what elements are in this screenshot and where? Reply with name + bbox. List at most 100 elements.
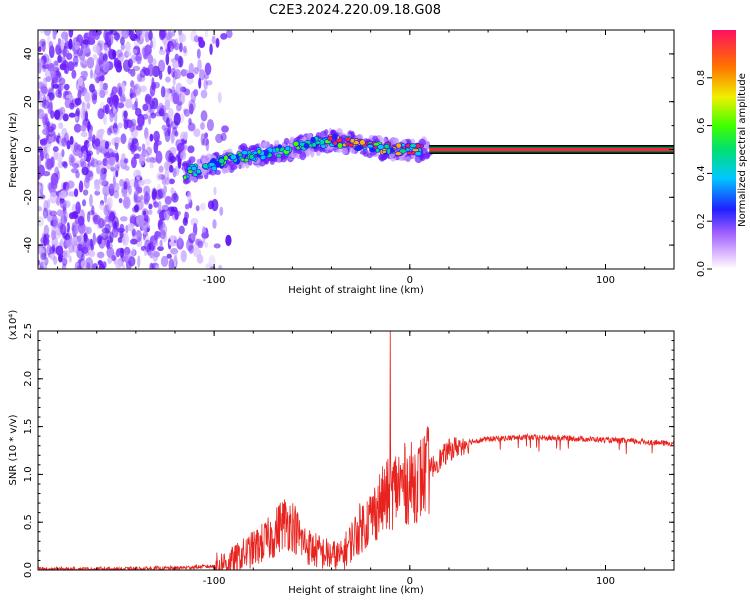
noise-blob [172,61,180,68]
noise-blob [104,192,108,204]
noise-blob [59,63,67,71]
noise-blob [170,187,175,195]
y-tick-label: 20 [23,95,34,108]
noise-blob [54,166,59,178]
noise-blob [43,146,48,160]
noise-blob [49,246,55,254]
noise-blob [166,253,172,259]
noise-blob [172,92,180,105]
ridge-blob [332,133,338,140]
noise-blob [121,233,130,246]
noise-blob [41,63,50,70]
noise-blob [52,75,57,82]
noise-blob [123,188,127,200]
noise-blob [106,247,115,258]
noise-blob [61,161,68,167]
noise-blob [153,141,159,154]
noise-blob [140,194,144,201]
noise-blob [164,47,172,53]
noise-blob [170,206,178,213]
noise-blob [50,230,57,241]
noise-blob [39,261,44,269]
noise-blob [84,238,92,252]
noise-blob [50,220,54,227]
noise-blob [52,30,57,40]
noise-blob [135,124,143,131]
noise-blob [66,52,73,61]
noise-blob [181,92,186,104]
noise-blob [145,135,151,147]
noise-blob [164,195,172,205]
noise-blob [217,91,222,104]
noise-blob [153,130,160,142]
noise-blob [133,38,140,47]
noise-blob [109,113,114,123]
noise-blob [63,83,70,91]
noise-blob [55,195,61,206]
noise-blob [139,68,146,78]
noise-blob [178,225,185,235]
noise-blob [116,160,123,168]
noise-blob [177,30,183,36]
noise-blob [104,223,111,235]
ridge-blob [310,136,316,143]
noise-blob [187,145,195,154]
noise-blob [174,69,182,80]
noise-blob [160,255,169,267]
noise-blob [75,171,80,179]
noise-blob [190,217,199,227]
noise-blob [38,216,45,227]
noise-blob [44,30,51,36]
noise-blob [80,124,87,132]
noise-blob [58,122,64,130]
noise-blob [148,30,153,41]
noise-blob [80,161,87,169]
noise-blob [169,235,177,241]
noise-blob [75,107,81,117]
noise-blob [83,250,90,257]
noise-blob [109,92,116,98]
noise-blob [58,253,63,263]
noise-blob [38,134,41,141]
noise-blob [98,145,103,153]
noise-blob [201,232,210,239]
noise-blob [115,49,123,58]
x-tick-label: 100 [596,576,615,587]
spectrogram-y-label: Frequency (Hz) [8,112,19,188]
ridge-blob [332,140,338,146]
noise-blob [193,128,201,138]
ridge-blob [383,143,390,149]
noise-blob [91,205,95,215]
noise-blob [143,185,151,196]
noise-blob [193,66,199,75]
noise-blob [130,156,137,169]
ridge-halo [405,155,411,162]
noise-blob [53,256,58,265]
noise-blob [149,162,154,169]
noise-blob [47,181,55,191]
noise-blob [85,257,94,269]
noise-blob [149,262,154,269]
ridge-halo [176,142,185,152]
noise-blob [81,36,89,50]
noise-blob [215,37,220,48]
noise-blob [168,164,174,173]
ridge-halo [273,140,280,147]
noise-blob [81,199,87,207]
noise-blob [38,90,41,101]
noise-blob [74,41,80,50]
noise-blob [64,97,71,109]
ridge-blob [284,146,291,151]
ridge-halo [289,136,295,144]
noise-blob [85,150,94,157]
noise-blob [40,86,48,94]
noise-blob [205,138,210,152]
noise-blob [205,263,212,269]
noise-blob [164,176,170,186]
noise-blob [172,76,176,86]
noise-blob [160,104,167,117]
noise-blob [78,233,85,245]
ridge-blob [187,169,194,174]
noise-blob [96,160,103,166]
noise-blob [106,127,112,136]
